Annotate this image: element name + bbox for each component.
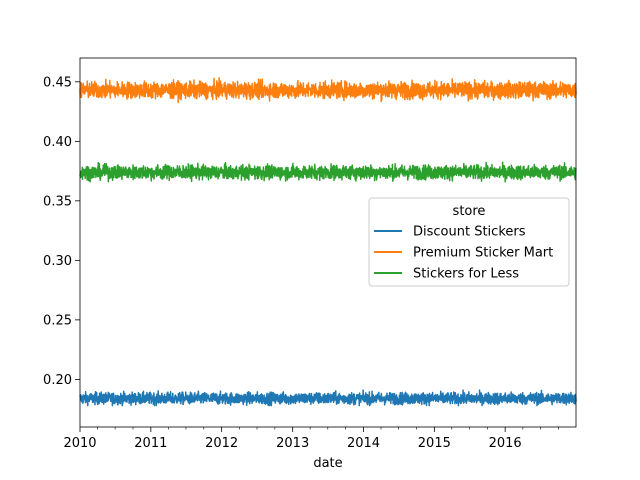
series-layer [79,77,577,407]
legend-label: Premium Sticker Mart [413,246,553,261]
y-axis: 0.20 0.25 0.30 0.35 0.40 0.45 [43,75,80,388]
series-line-premium-sticker-mart [79,77,577,104]
y-tick-label: 0.30 [43,254,72,269]
x-tick-label: 2010 [63,436,96,451]
x-axis-label: date [313,456,342,471]
x-tick-label: 2012 [205,436,238,451]
x-tick-label: 2015 [418,436,451,451]
legend-box [368,197,570,287]
series-line-discount-stickers [79,389,577,407]
series-line-stickers-for-less [79,161,577,183]
legend-label: Stickers for Less [413,267,519,282]
y-tick-label: 0.35 [43,194,72,209]
y-tick-label: 0.25 [43,313,72,328]
x-tick-label: 2013 [276,436,309,451]
y-tick-label: 0.45 [43,75,72,90]
legend-label: Discount Stickers [413,225,526,240]
x-tick-label: 2014 [347,436,380,451]
legend-title: store [453,204,486,219]
legend: store Discount Stickers Premium Sticker M… [368,197,570,287]
x-tick-label: 2016 [489,436,522,451]
y-tick-label: 0.40 [43,135,72,150]
x-tick-label: 2011 [134,436,167,451]
x-axis: 2010 2011 2012 2013 2014 2015 2016 [63,427,559,451]
y-tick-label: 0.20 [43,373,72,388]
